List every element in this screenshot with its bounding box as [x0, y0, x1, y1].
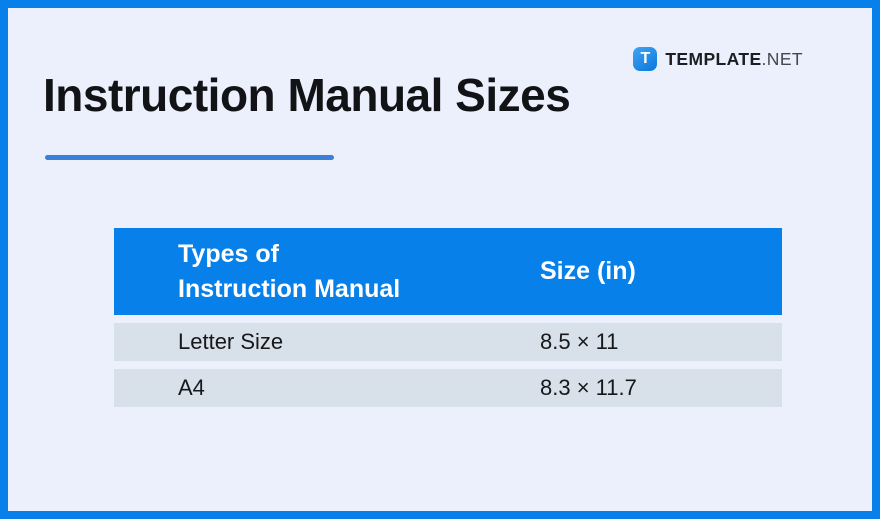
brand-tld: .NET — [761, 48, 803, 69]
page-title: Instruction Manual Sizes — [43, 69, 571, 121]
sizes-table: Types of Instruction Manual Size (in) Le… — [114, 228, 782, 407]
row-type-value: A4 — [178, 375, 205, 400]
template-net-logo-icon: T — [633, 47, 658, 71]
brand-name: TEMPLATE — [665, 48, 762, 69]
table-header-row: Types of Instruction Manual Size (in) — [114, 228, 782, 315]
row-type-value: Letter Size — [178, 329, 284, 354]
template-net-logo: T TEMPLATE.NET — [633, 47, 803, 71]
title-underline — [45, 155, 334, 160]
table-header-size: Size (in) — [540, 257, 636, 285]
row-size-value: 8.3 × 11.7 — [540, 375, 637, 400]
table-row-a4: A4 8.3 × 11.7 — [114, 369, 782, 407]
brand-wordmark: TEMPLATE.NET — [665, 49, 803, 70]
row-size-value: 8.5 × 11 — [540, 329, 619, 354]
table-row-letter-size: Letter Size 8.5 × 11 — [114, 323, 782, 361]
table-header-type: Types of Instruction Manual — [178, 239, 401, 303]
